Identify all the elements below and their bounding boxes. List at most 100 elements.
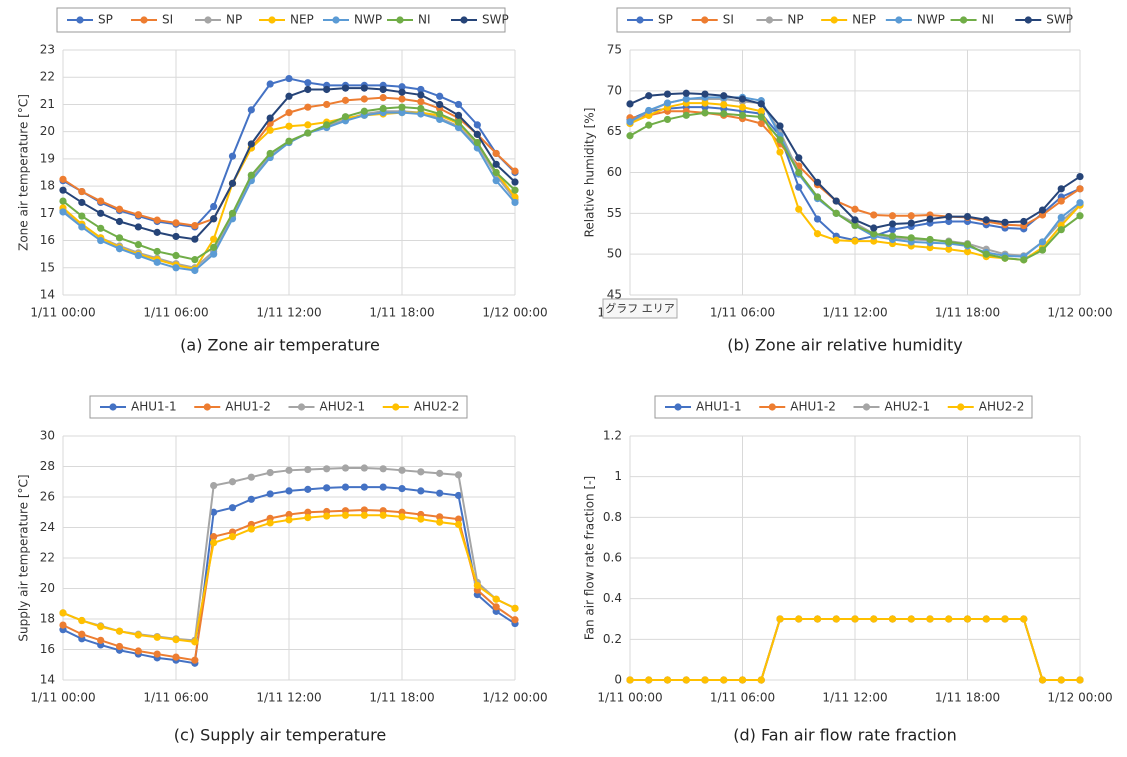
data-point — [266, 80, 274, 88]
x-tick-label: 1/11 18:00 — [369, 691, 434, 705]
data-point — [417, 98, 425, 106]
legend-label: NEP — [852, 13, 876, 27]
data-point — [888, 615, 897, 623]
data-point — [1057, 226, 1065, 234]
data-point — [304, 508, 312, 516]
data-point — [398, 485, 406, 493]
data-point — [285, 510, 293, 519]
data-point — [323, 85, 331, 94]
data-point — [436, 513, 444, 521]
data-point — [813, 178, 822, 186]
data-point — [59, 197, 67, 205]
data-point — [360, 511, 368, 519]
legend-label: AHU2-1 — [885, 400, 931, 414]
data-point — [1076, 676, 1084, 684]
data-point — [191, 266, 199, 275]
data-point — [682, 95, 690, 103]
y-axis-title: Supply air temperature [°C] — [17, 474, 31, 641]
x-tick-label: 1/12 00:00 — [482, 306, 547, 320]
data-point — [738, 676, 747, 684]
data-point — [663, 115, 672, 124]
data-point — [247, 140, 255, 148]
legend-marker — [76, 16, 84, 24]
data-point — [720, 101, 728, 109]
data-point — [266, 149, 274, 158]
y-axis-title: Zone air temperature [°C] — [17, 94, 31, 251]
data-point — [191, 221, 199, 230]
data-point — [285, 466, 293, 474]
data-point — [454, 100, 463, 109]
data-point — [1001, 615, 1009, 623]
data-point — [757, 676, 765, 684]
legend-marker — [392, 403, 400, 411]
data-point — [1038, 206, 1047, 214]
data-point — [626, 118, 634, 126]
data-point — [172, 232, 180, 241]
data-point — [59, 186, 67, 194]
data-point — [191, 256, 199, 264]
legend-label: NP — [787, 13, 803, 27]
data-point — [454, 118, 463, 126]
data-point — [398, 88, 406, 96]
data-point — [360, 483, 368, 491]
data-point — [304, 85, 312, 94]
x-tick-label: 1/12 00:00 — [1047, 691, 1112, 705]
data-point — [663, 90, 672, 98]
data-point — [78, 198, 86, 207]
tooltip-box — [602, 298, 678, 319]
data-point — [926, 615, 934, 623]
data-point — [1057, 185, 1065, 193]
data-point — [1076, 185, 1084, 193]
data-point — [663, 676, 672, 684]
y-tick-label: 18 — [40, 612, 55, 626]
data-point — [115, 245, 124, 253]
data-point — [473, 130, 481, 138]
data-point — [492, 595, 500, 603]
legend-marker — [674, 403, 682, 411]
data-point — [926, 215, 934, 223]
data-point — [1076, 199, 1084, 207]
data-point — [78, 616, 86, 625]
legend-label: NWP — [354, 13, 382, 27]
data-point — [191, 656, 199, 664]
data-point — [285, 516, 293, 524]
data-point — [682, 89, 690, 97]
data-point — [1038, 238, 1047, 246]
data-point — [341, 113, 350, 121]
y-tick-label: 75 — [607, 43, 622, 57]
data-point — [115, 205, 124, 213]
data-point — [701, 109, 709, 117]
data-point — [115, 217, 124, 226]
data-point — [907, 212, 915, 220]
data-point — [626, 100, 634, 108]
data-point — [492, 160, 500, 168]
data-point — [304, 513, 312, 522]
x-tick-label: 1/11 12:00 — [256, 306, 321, 320]
data-point — [398, 109, 406, 117]
data-point — [982, 615, 990, 623]
data-point — [210, 250, 218, 258]
y-tick-label: 26 — [40, 490, 55, 504]
data-point — [511, 167, 519, 175]
x-tick-label: 1/11 06:00 — [143, 306, 208, 320]
data-point — [285, 109, 293, 117]
data-point — [454, 520, 463, 529]
y-tick-label: 22 — [40, 70, 55, 84]
y-tick-label: 45 — [607, 288, 622, 302]
data-point — [417, 91, 425, 99]
legend-label: SP — [98, 13, 113, 27]
y-tick-label: 21 — [40, 97, 55, 111]
caption: (b) Zone air relative humidity — [727, 336, 963, 355]
data-point — [492, 603, 500, 611]
data-point — [701, 90, 709, 98]
data-point — [795, 205, 803, 213]
data-point — [511, 616, 519, 624]
legend-marker — [203, 403, 211, 411]
data-point — [682, 111, 690, 119]
data-point — [663, 99, 672, 107]
y-tick-label: 15 — [40, 260, 55, 274]
x-tick-label: 1/12 00:00 — [1047, 306, 1112, 320]
data-point — [738, 111, 747, 119]
data-point — [247, 106, 255, 114]
